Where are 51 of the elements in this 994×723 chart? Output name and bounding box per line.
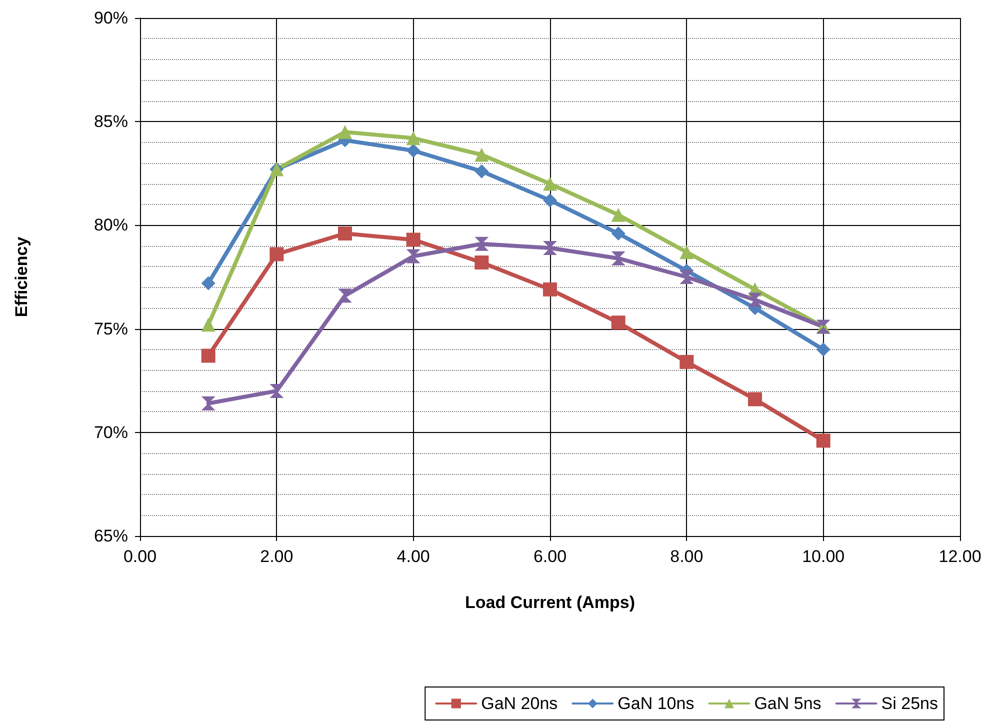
point [816, 434, 830, 448]
point [338, 288, 352, 303]
y-tick-label: 80% [94, 216, 128, 235]
point [201, 276, 216, 290]
point [474, 148, 489, 162]
x-tick-label: 8.00 [670, 547, 704, 566]
point [748, 292, 762, 307]
point [201, 348, 216, 363]
legend-label: GaN 10ns [618, 694, 694, 713]
point [474, 164, 489, 178]
y-axis-title: Efficiency [12, 236, 31, 318]
point [201, 396, 216, 410]
point [474, 255, 489, 270]
y-tick-label: 85% [94, 112, 128, 132]
legend-label: GaN 20ns [481, 694, 558, 713]
y-tick-label: 70% [94, 422, 128, 442]
point [406, 131, 420, 146]
legend-label: GaN 5ns [754, 694, 822, 713]
x-tick-label: 2.00 [260, 547, 294, 566]
point [543, 282, 557, 296]
point [338, 124, 352, 139]
x-tick-label: 10.00 [802, 547, 845, 566]
point [270, 384, 284, 398]
y-tick-label: 65% [94, 526, 128, 546]
point [816, 342, 830, 357]
legend-label: Si 25ns [881, 694, 938, 713]
point [611, 251, 626, 266]
y-tick-label: 90% [94, 8, 128, 28]
x-tick-label: 6.00 [533, 547, 567, 566]
point [406, 249, 420, 264]
point [611, 316, 626, 330]
point [474, 236, 489, 251]
y-tick-label: 75% [94, 319, 128, 338]
point [680, 245, 694, 260]
point [748, 392, 762, 406]
point [680, 270, 694, 284]
x-axis-title: Load Current (Amps) [465, 593, 635, 612]
point [611, 208, 626, 222]
point [543, 176, 557, 191]
point [680, 354, 694, 369]
x-tick-label: 0.00 [123, 547, 157, 566]
point [543, 193, 557, 208]
point [406, 232, 420, 247]
point [270, 247, 284, 262]
x-tick-label: 4.00 [396, 547, 430, 566]
point [543, 240, 557, 255]
point [611, 226, 626, 240]
point [338, 226, 352, 240]
point [406, 144, 420, 158]
point [201, 318, 216, 332]
x-tick-label: 12.00 [938, 547, 982, 566]
